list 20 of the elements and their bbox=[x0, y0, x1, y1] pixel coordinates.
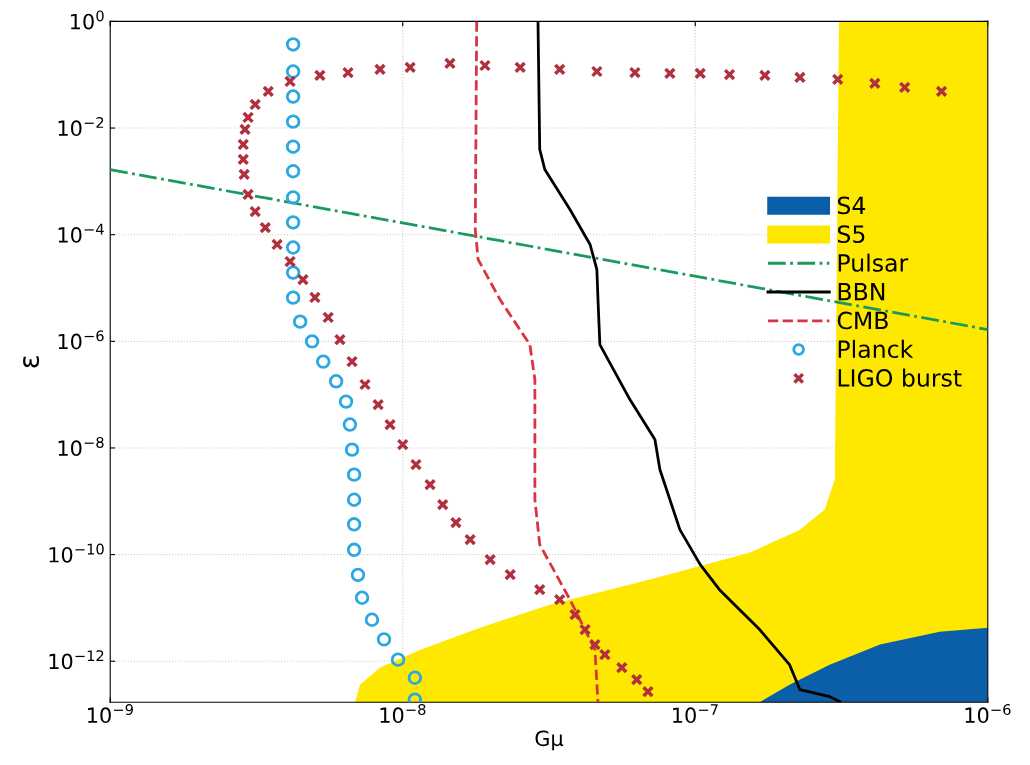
legend-label: LIGO burst bbox=[838, 368, 962, 387]
x-tick-label: 10$^{−9}$ bbox=[88, 704, 133, 724]
x-tick-label: 10$^{−8}$ bbox=[380, 704, 426, 724]
legend-label: CMB bbox=[837, 311, 888, 330]
y-tick-label: 10$^{0}$ bbox=[70, 10, 104, 30]
legend-label: S5 bbox=[837, 225, 865, 244]
x-axis-title: Gμ bbox=[535, 730, 564, 751]
legend-label: S4 bbox=[837, 196, 866, 215]
y-tick-label: 10$^{−6}$ bbox=[58, 330, 104, 350]
x-tick-label: 10$^{−6}$ bbox=[965, 704, 1011, 724]
y-axis-title: ε bbox=[23, 356, 40, 368]
legend-label: BBN bbox=[838, 283, 885, 301]
y-tick-label: 10$^{−4}$ bbox=[58, 223, 104, 243]
y-tick-label: 10$^{−12}$ bbox=[49, 650, 104, 670]
y-tick-label: 10$^{−8}$ bbox=[58, 436, 104, 457]
legend-label: Planck bbox=[838, 339, 914, 359]
legend-label: Pulsar bbox=[838, 253, 909, 272]
y-tick-label: 10$^{−10}$ bbox=[49, 543, 104, 563]
y-tick-label: 10$^{−2}$ bbox=[58, 117, 104, 137]
x-tick-label: 10$^{−7}$ bbox=[673, 704, 718, 724]
